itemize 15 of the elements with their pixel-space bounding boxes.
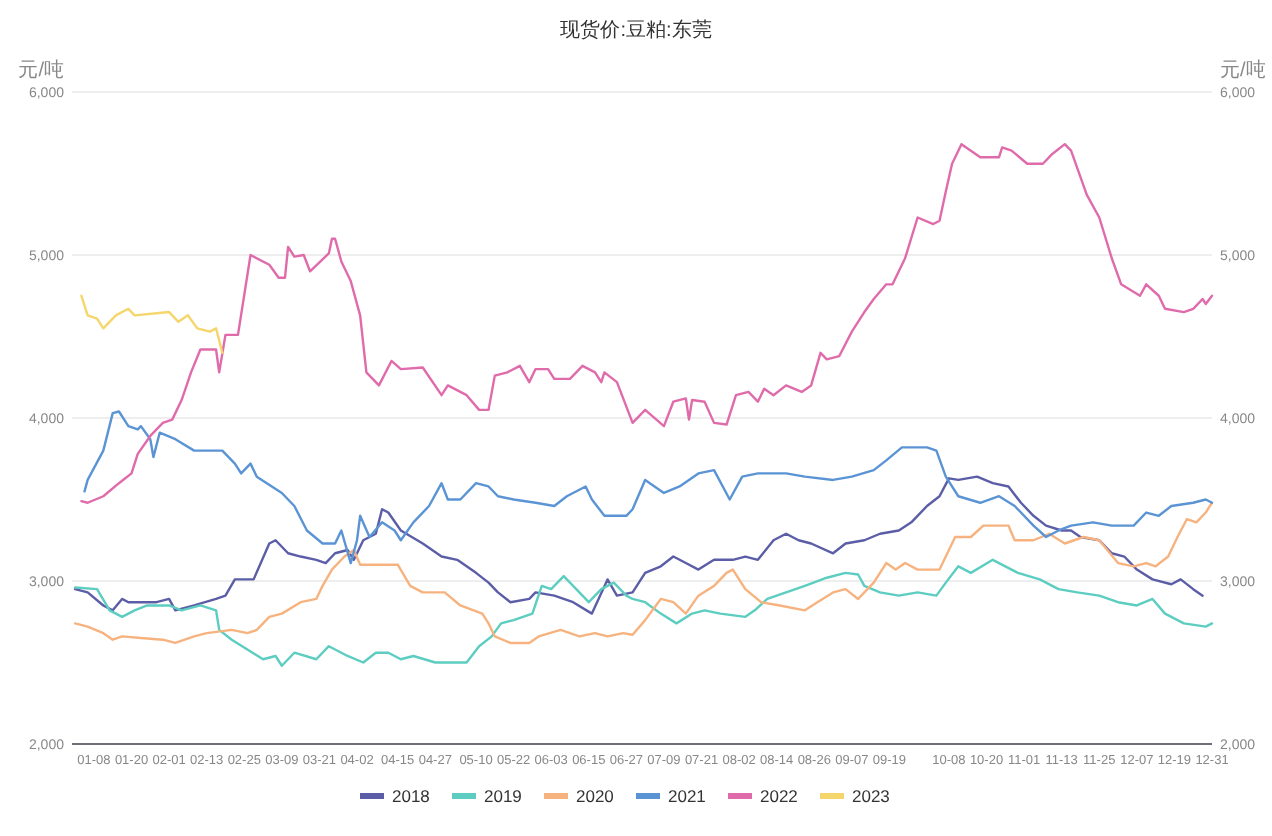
- legend-label: 2019: [484, 786, 523, 806]
- legend-item: 2023: [820, 786, 890, 806]
- legend-item: 2019: [452, 786, 522, 806]
- legend-item: 2020: [544, 786, 614, 806]
- legend-label: 2021: [668, 786, 707, 806]
- legend-label: 2020: [576, 786, 615, 806]
- legend-item: 2022: [728, 786, 798, 806]
- legend-label: 2018: [392, 786, 431, 806]
- y2-axis-title: 元/吨: [1220, 58, 1266, 82]
- legend-label: 2022: [760, 786, 799, 806]
- legend-label: 2023: [852, 786, 891, 806]
- legend-item: 2018: [360, 786, 430, 806]
- y-axis-title: 元/吨: [18, 58, 64, 82]
- legend-item: 2021: [636, 786, 706, 806]
- chart-title: 现货价:豆粕:东莞: [560, 18, 712, 42]
